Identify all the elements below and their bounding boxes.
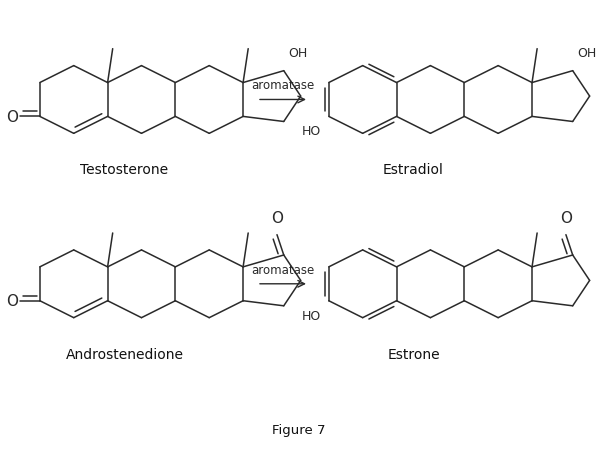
Text: aromatase: aromatase	[251, 79, 314, 92]
Text: Estrone: Estrone	[387, 347, 440, 361]
Text: Androstenedione: Androstenedione	[65, 347, 184, 361]
Text: O: O	[6, 293, 18, 308]
Text: aromatase: aromatase	[251, 263, 314, 276]
Text: HO: HO	[302, 309, 321, 322]
Text: O: O	[271, 210, 283, 225]
Text: OH: OH	[289, 46, 308, 60]
Text: Figure 7: Figure 7	[272, 423, 326, 436]
Text: OH: OH	[578, 46, 597, 60]
Text: Testosterone: Testosterone	[80, 163, 169, 177]
Text: Estradiol: Estradiol	[383, 163, 444, 177]
Text: HO: HO	[302, 125, 321, 138]
Text: O: O	[6, 110, 18, 125]
Text: O: O	[560, 210, 572, 225]
